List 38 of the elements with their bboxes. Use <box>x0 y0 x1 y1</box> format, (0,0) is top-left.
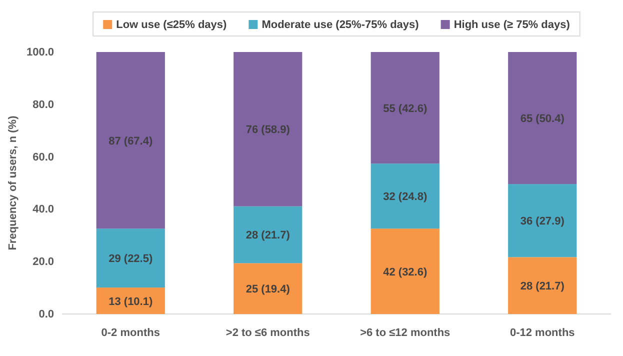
legend-label: Low use (≤25% days) <box>116 19 228 31</box>
data-label: 87 (67.4) <box>108 135 153 148</box>
y-axis-title: Frequency of users, n (%) <box>7 115 19 250</box>
data-label: 28 (21.7) <box>520 280 565 293</box>
data-label: 25 (19.4) <box>246 284 290 296</box>
y-tick-label: 0.0 <box>38 308 54 321</box>
bar <box>508 257 577 314</box>
y-tick-label: 40.0 <box>32 204 54 216</box>
x-tick-label: >2 to ≤6 months <box>226 326 310 339</box>
bar <box>96 52 165 229</box>
data-label: 65 (50.4) <box>520 113 565 126</box>
y-tick-label: 80.0 <box>32 98 54 111</box>
data-label: 76 (58.9) <box>246 124 290 136</box>
bar <box>234 206 302 264</box>
data-label: 29 (22.5) <box>108 253 153 266</box>
bar <box>508 52 577 184</box>
data-label: 36 (27.9) <box>520 216 565 228</box>
bar <box>508 184 577 258</box>
bar <box>234 263 302 314</box>
x-tick-label: 0-2 months <box>101 326 160 339</box>
data-label: 28 (21.7) <box>246 230 290 242</box>
x-tick-label: >6 to ≤12 months <box>360 326 450 339</box>
y-tick-label: 20.0 <box>32 256 54 268</box>
bar <box>96 228 165 288</box>
bar <box>96 288 165 314</box>
y-tick-label: 60.0 <box>32 151 54 164</box>
bar <box>370 228 440 314</box>
y-tick-label: 100.0 <box>26 46 54 59</box>
bar <box>234 52 302 206</box>
x-tick-label: 0-12 months <box>510 326 575 339</box>
bar <box>370 52 440 164</box>
data-label: 32 (24.8) <box>383 191 428 204</box>
legend-label: Moderate use (25%-75% days) <box>262 19 420 31</box>
data-label: 42 (32.6) <box>383 266 428 278</box>
bar <box>370 164 440 229</box>
legend-label: High use (≥ 75% days) <box>454 19 570 31</box>
data-label: 13 (10.1) <box>108 296 153 308</box>
data-label: 55 (42.6) <box>383 102 428 115</box>
